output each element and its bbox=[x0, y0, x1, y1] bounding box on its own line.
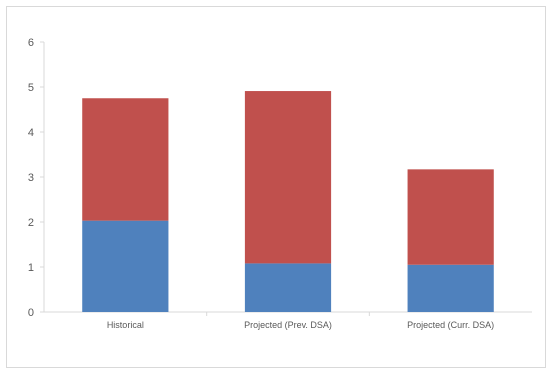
bar-segment bbox=[82, 220, 169, 312]
x-category-label: Historical bbox=[107, 320, 144, 330]
bar-segment bbox=[407, 169, 494, 265]
y-tick-label: 4 bbox=[28, 127, 34, 139]
x-category-label: Projected (Prev. DSA) bbox=[244, 320, 332, 330]
bar-segment bbox=[82, 98, 169, 221]
y-tick-label: 6 bbox=[28, 37, 34, 49]
x-category-label: Projected (Curr. DSA) bbox=[407, 320, 494, 330]
y-tick-label: 2 bbox=[28, 217, 34, 229]
y-tick-label: 5 bbox=[28, 82, 34, 94]
bar-segment bbox=[244, 91, 332, 264]
bar-segment bbox=[244, 263, 332, 312]
y-tick-label: 1 bbox=[28, 262, 34, 274]
y-tick-label: 0 bbox=[28, 307, 34, 319]
bar-segment bbox=[407, 264, 494, 312]
plot-area: 0 1 2 3 4 5 6 Historical Projected (Prev. DSA) Pr… bbox=[28, 37, 532, 330]
y-tick-label: 3 bbox=[28, 172, 34, 184]
